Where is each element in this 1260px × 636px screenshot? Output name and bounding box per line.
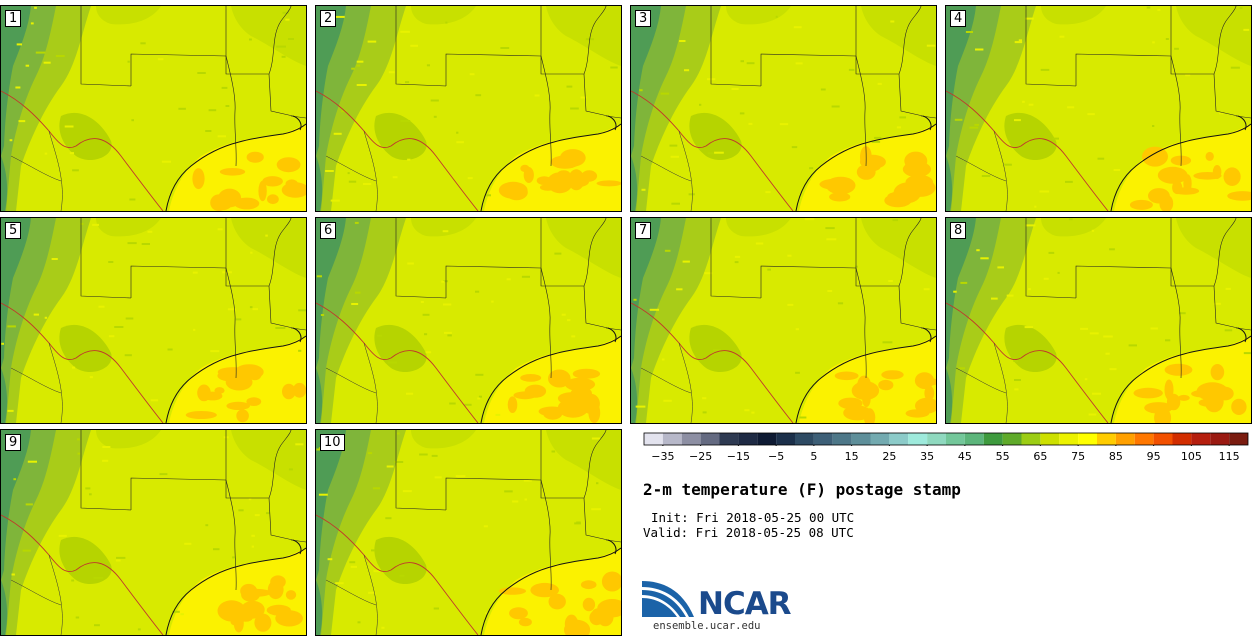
map-panel-5: 5 <box>0 217 307 424</box>
colorbar-swatch <box>964 433 984 445</box>
colorbar-tick-label: 115 <box>1218 450 1240 463</box>
colorbar-swatch <box>644 433 663 445</box>
colorbar-tick-label: 105 <box>1180 450 1202 463</box>
colorbar-swatch <box>1002 433 1022 445</box>
colorbar-frame <box>643 432 1249 446</box>
member-number-badge: 1 <box>5 10 22 27</box>
colorbar-swatch <box>1172 433 1192 445</box>
colorbar-swatch <box>870 433 890 445</box>
colorbar-swatch <box>1229 433 1249 445</box>
colorbar-swatch <box>738 433 758 445</box>
member-number-badge: 8 <box>950 222 967 239</box>
temperature-colorbar <box>643 432 1249 446</box>
member-number-badge: 5 <box>5 222 22 239</box>
colorbar-tick-label: 85 <box>1108 450 1123 463</box>
colorbar-swatch <box>757 433 777 445</box>
map-panel-1: 1 <box>0 5 307 212</box>
map-panel-6: 6 <box>315 217 622 424</box>
colorbar-swatch <box>927 433 947 445</box>
ncar-logo-icon <box>642 581 694 617</box>
member-number-badge: 6 <box>320 222 337 239</box>
colorbar-tick-label: 75 <box>1071 450 1086 463</box>
member-number-badge: 7 <box>635 222 652 239</box>
member-number-badge: 2 <box>320 10 337 27</box>
colorbar-swatch <box>832 433 852 445</box>
map-panel-8: 8 <box>945 217 1252 424</box>
member-number-badge: 10 <box>320 434 345 451</box>
colorbar-swatch <box>1040 433 1060 445</box>
colorbar-swatch <box>813 433 833 445</box>
colorbar-tick-label: 5 <box>810 450 818 463</box>
colorbar-swatch <box>983 433 1003 445</box>
colorbar-swatch <box>719 433 739 445</box>
colorbar-tick-label: −5 <box>768 450 785 463</box>
colorbar-swatch <box>851 433 871 445</box>
colorbar-tick-label: −35 <box>651 450 675 463</box>
colorbar-swatch <box>776 433 796 445</box>
colorbar-tick-label: 45 <box>957 450 972 463</box>
map-panel-9: 9 <box>0 429 307 636</box>
colorbar-swatch <box>908 433 928 445</box>
colorbar-swatch <box>1153 433 1173 445</box>
colorbar-tick-label: 95 <box>1146 450 1161 463</box>
member-number-badge: 3 <box>635 10 652 27</box>
colorbar-tick-label: −15 <box>726 450 750 463</box>
map-panel-7: 7 <box>630 217 937 424</box>
map-panel-10: 10 <box>315 429 622 636</box>
valid-time: Valid: Fri 2018-05-25 08 UTC <box>643 525 854 540</box>
map-panel-2: 2 <box>315 5 622 212</box>
colorbar-swatch <box>795 433 814 445</box>
colorbar-swatch <box>1191 433 1211 445</box>
colorbar-swatch <box>662 433 682 445</box>
member-number-badge: 4 <box>950 10 967 27</box>
colorbar-tick-label: 35 <box>920 450 935 463</box>
colorbar-swatch <box>1021 433 1041 445</box>
ncar-logo-text: NCAR <box>698 586 792 622</box>
page-title: 2-m temperature (F) postage stamp <box>643 480 961 499</box>
colorbar-swatch <box>1059 433 1079 445</box>
colorbar-tick-label: 15 <box>844 450 859 463</box>
colorbar-swatch <box>889 433 909 445</box>
colorbar-swatch <box>1210 433 1230 445</box>
colorbar-tick-labels: −35 −25 −15 −5 5 15 25 35 45 55 65 75 85 95 105 115 <box>643 450 1253 468</box>
colorbar-swatch <box>946 433 965 445</box>
colorbar-tick-label: 25 <box>882 450 897 463</box>
colorbar-swatch <box>681 433 701 445</box>
colorbar-tick-label: 55 <box>995 450 1010 463</box>
colorbar-tick-label: 65 <box>1033 450 1048 463</box>
colorbar-swatch <box>1115 433 1135 445</box>
member-number-badge: 9 <box>5 434 22 451</box>
colorbar-swatch <box>700 433 720 445</box>
colorbar-swatch <box>1097 433 1116 445</box>
colorbar-tick-label: −25 <box>689 450 713 463</box>
map-panel-4: 4 <box>945 5 1252 212</box>
colorbar-swatch <box>1134 433 1154 445</box>
site-url: ensemble.ucar.edu <box>653 620 761 632</box>
colorbar-swatch <box>1078 433 1098 445</box>
init-time: Init: Fri 2018-05-25 00 UTC <box>651 510 855 525</box>
map-panel-3: 3 <box>630 5 937 212</box>
